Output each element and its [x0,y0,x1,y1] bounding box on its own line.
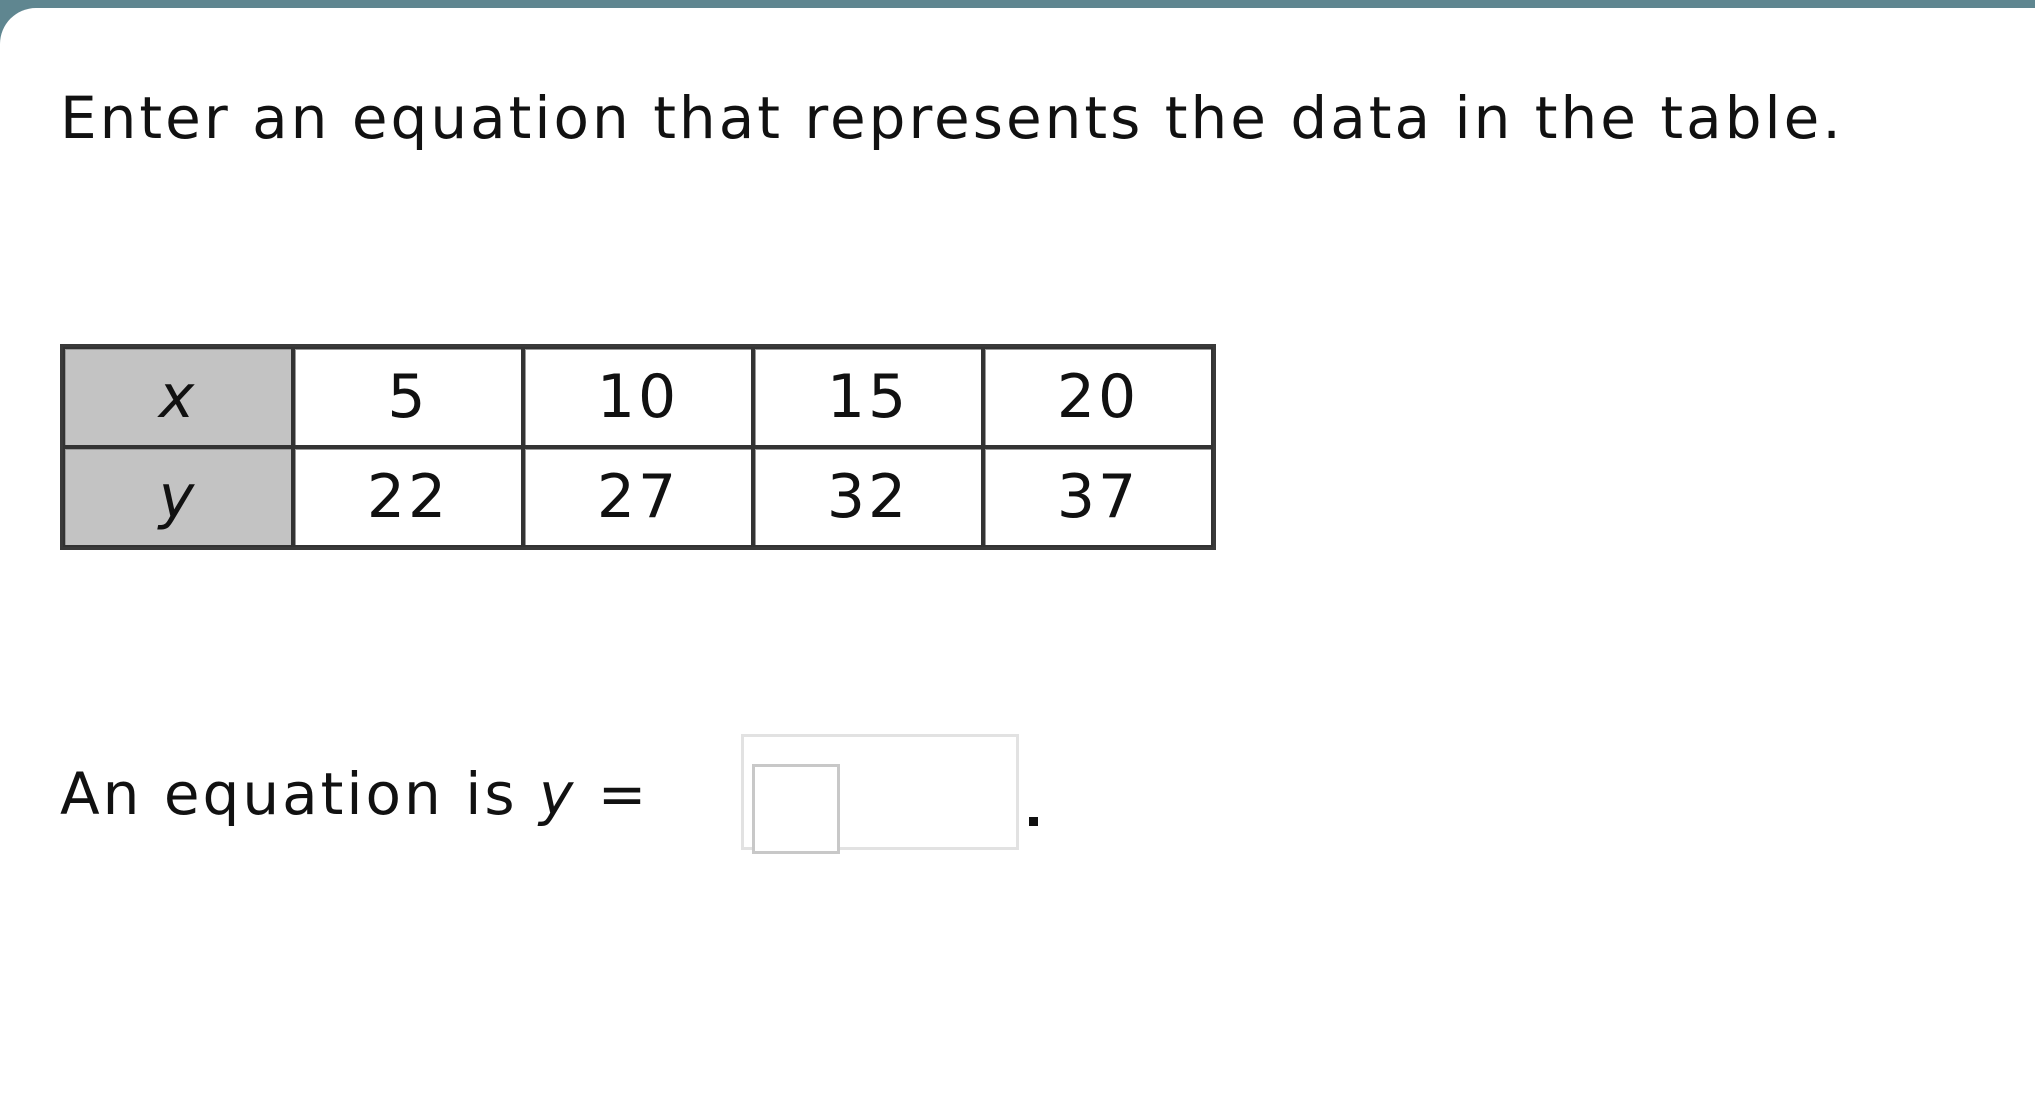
table-row-x: x 5 10 15 20 [63,347,1213,447]
table-cell: 22 [293,447,523,547]
table-cell: 37 [983,447,1213,547]
table-row-y: y 22 27 32 37 [63,447,1213,547]
row-label-x: x [63,347,293,447]
answer-input[interactable] [741,734,1019,850]
equals-sign: = [576,760,650,828]
row-label-y: y [63,447,293,547]
table-cell: 15 [753,347,983,447]
data-table: x 5 10 15 20 y 22 27 32 37 [60,344,1216,550]
question-panel [0,8,2035,1095]
table-cell: 5 [293,347,523,447]
table-cell: 32 [753,447,983,547]
table-cell: 10 [523,347,753,447]
table-cell: 20 [983,347,1213,447]
equation-line: An equation is y = [60,760,649,828]
period-mark [1029,817,1038,826]
question-prompt: Enter an equation that represents the da… [60,84,1844,152]
answer-cursor-box[interactable] [752,764,840,854]
equation-prefix: An equation is [60,760,539,828]
table-cell: 27 [523,447,753,547]
equation-variable: y [538,760,577,828]
